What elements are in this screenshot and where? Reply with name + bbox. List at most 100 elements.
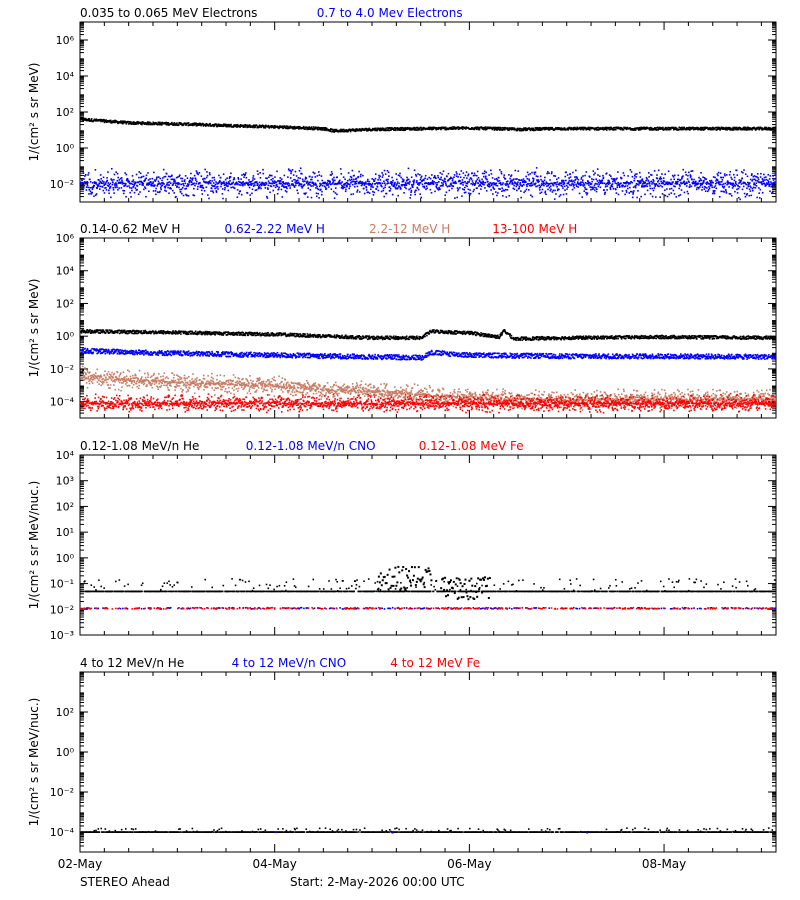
data-point	[367, 182, 370, 185]
data-point	[513, 188, 516, 190]
data-point	[125, 179, 128, 182]
data-point	[291, 168, 294, 171]
data-point	[663, 180, 666, 183]
data-point	[171, 189, 174, 192]
data-point	[616, 186, 619, 189]
data-point	[122, 121, 125, 124]
data-point	[721, 181, 723, 183]
data-point	[614, 180, 616, 182]
data-point	[398, 127, 401, 130]
data-point	[342, 128, 345, 131]
data-point	[632, 186, 635, 189]
data-point	[431, 182, 434, 185]
data-point	[606, 129, 608, 131]
data-point	[748, 183, 750, 185]
data-point	[725, 192, 728, 194]
data-point	[152, 181, 155, 183]
data-point	[161, 184, 164, 187]
data-point	[457, 176, 459, 178]
data-point	[610, 126, 612, 129]
data-point	[156, 122, 158, 125]
data-point	[445, 191, 448, 194]
data-point	[410, 176, 413, 179]
data-point	[329, 181, 331, 183]
data-point	[392, 127, 395, 130]
data-point	[312, 171, 315, 174]
data-point	[572, 183, 574, 185]
data-point	[157, 121, 160, 124]
data-point	[636, 183, 639, 186]
data-point	[169, 182, 172, 184]
data-point	[267, 188, 269, 190]
data-point	[489, 185, 491, 188]
data-point	[266, 177, 268, 180]
data-point	[523, 127, 525, 129]
data-point	[605, 183, 607, 186]
data-point	[112, 181, 114, 184]
data-point	[204, 123, 207, 126]
data-point	[622, 184, 624, 187]
data-point	[415, 129, 417, 131]
data-point	[425, 188, 427, 191]
data-point	[99, 180, 101, 183]
data-point	[433, 176, 436, 179]
data-point	[264, 181, 267, 184]
data-point	[190, 172, 192, 175]
data-point	[278, 182, 281, 185]
data-point	[567, 181, 570, 183]
data-point	[673, 185, 675, 187]
data-point	[180, 177, 182, 180]
data-point	[112, 330, 115, 333]
data-point	[306, 182, 308, 184]
data-point	[239, 124, 242, 126]
data-point	[153, 123, 156, 126]
data-point	[296, 189, 298, 192]
data-point	[112, 188, 115, 191]
data-point	[749, 178, 752, 181]
data-point	[773, 129, 776, 131]
data-point	[578, 192, 581, 195]
data-point	[613, 127, 615, 129]
data-point	[764, 183, 766, 185]
data-point	[124, 332, 127, 335]
data-point	[293, 185, 296, 188]
data-point	[280, 188, 283, 191]
data-marks	[80, 117, 776, 201]
data-point	[685, 182, 687, 185]
data-point	[549, 185, 552, 188]
data-point	[545, 193, 547, 196]
data-point	[501, 187, 503, 189]
y-tick-label: 10⁰	[56, 330, 75, 343]
data-point	[304, 193, 306, 195]
data-point	[519, 127, 522, 130]
data-point	[374, 177, 377, 180]
data-point	[132, 123, 135, 126]
data-point	[685, 185, 688, 187]
data-point	[297, 192, 299, 195]
data-point	[739, 127, 742, 129]
data-point	[167, 175, 170, 178]
data-point	[209, 179, 211, 182]
data-point	[719, 172, 722, 175]
data-point	[98, 182, 101, 185]
data-point	[756, 172, 759, 175]
data-point	[698, 179, 701, 182]
data-point	[330, 171, 333, 173]
data-point	[509, 180, 512, 183]
data-point	[725, 174, 728, 176]
data-point	[331, 183, 333, 185]
data-point	[626, 181, 628, 184]
data-point	[660, 180, 662, 183]
data-point	[737, 187, 740, 190]
data-point	[691, 127, 693, 130]
data-point	[768, 178, 771, 180]
data-point	[718, 195, 721, 198]
data-point	[664, 183, 667, 186]
data-point	[577, 178, 580, 181]
data-point	[125, 330, 128, 333]
data-point	[606, 182, 609, 185]
data-point	[770, 181, 772, 183]
data-point	[468, 181, 470, 183]
data-point	[581, 196, 584, 198]
data-point	[121, 181, 124, 183]
